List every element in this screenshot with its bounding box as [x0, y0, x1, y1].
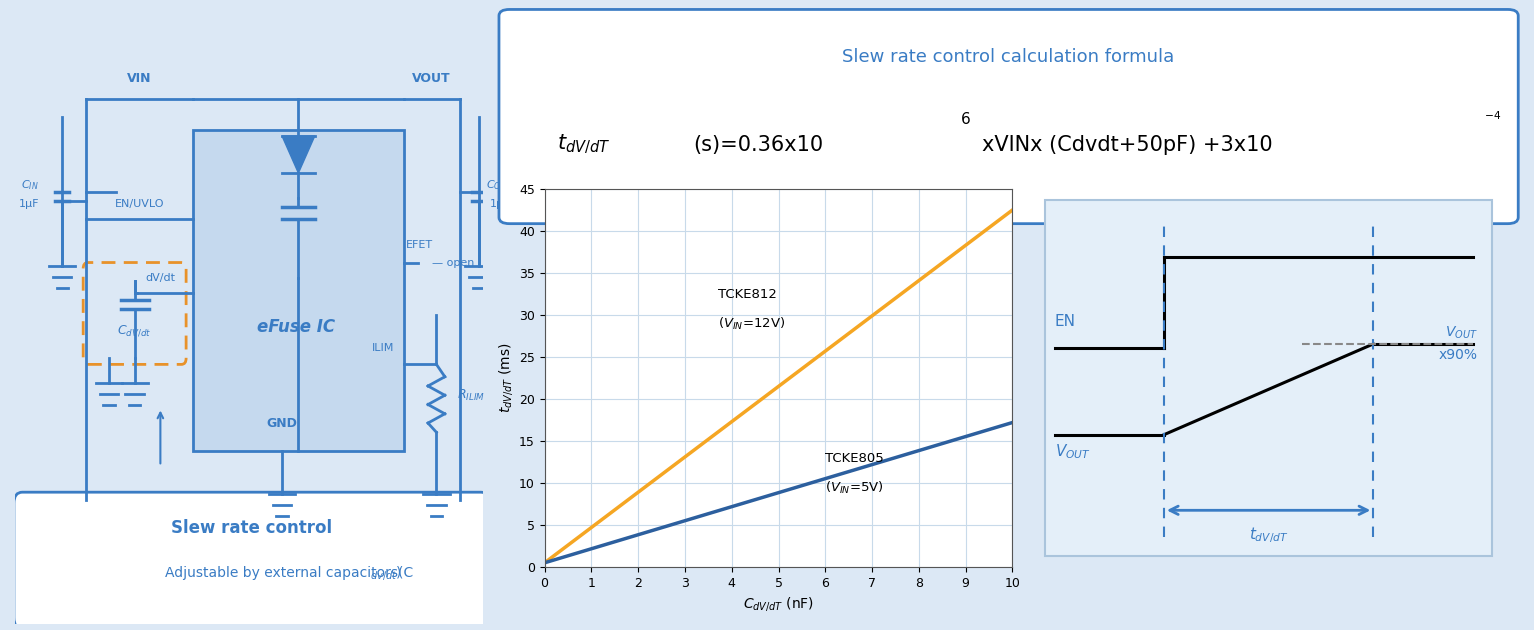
- Text: $^{-4}$: $^{-4}$: [1483, 112, 1500, 127]
- Text: eFuse IC: eFuse IC: [258, 318, 334, 336]
- Text: VIN: VIN: [127, 72, 152, 85]
- Text: $t_{dV/dT}$: $t_{dV/dT}$: [1249, 525, 1289, 545]
- X-axis label: $C_{dV/dT}$ (nF): $C_{dV/dT}$ (nF): [742, 595, 815, 613]
- Text: 1μF: 1μF: [18, 199, 40, 209]
- FancyBboxPatch shape: [193, 130, 403, 451]
- Text: xVINx (Cdvdt+50pF) +3x10: xVINx (Cdvdt+50pF) +3x10: [982, 135, 1273, 155]
- Text: $_{dv/dt}$): $_{dv/dt}$): [370, 564, 402, 582]
- Text: ($V_{IN}$=12V): ($V_{IN}$=12V): [718, 316, 785, 332]
- Text: 6: 6: [962, 112, 971, 127]
- Text: ILIM: ILIM: [371, 343, 394, 353]
- Text: TCKE805: TCKE805: [825, 452, 884, 465]
- FancyBboxPatch shape: [1045, 200, 1493, 556]
- Text: EN: EN: [1055, 314, 1075, 329]
- Text: 1μF: 1μF: [489, 199, 509, 209]
- FancyBboxPatch shape: [499, 9, 1519, 224]
- Text: $C_{IN}$: $C_{IN}$: [20, 178, 38, 192]
- Text: Adjustable by external capacitors(C: Adjustable by external capacitors(C: [166, 566, 413, 580]
- Text: x90%: x90%: [1439, 348, 1477, 362]
- Text: $V_{OUT}$: $V_{OUT}$: [1445, 324, 1477, 341]
- Text: TCKE812: TCKE812: [718, 288, 776, 301]
- Text: $C_{OUT}$: $C_{OUT}$: [486, 178, 512, 192]
- Text: $t_{dV/dT}$: $t_{dV/dT}$: [557, 134, 611, 156]
- Text: GND: GND: [267, 416, 298, 430]
- Polygon shape: [282, 136, 314, 173]
- Text: (s)=0.36x10: (s)=0.36x10: [693, 135, 824, 155]
- FancyBboxPatch shape: [14, 492, 489, 629]
- Text: dV/dt: dV/dt: [146, 273, 175, 283]
- Text: $C_{dV/dt}$: $C_{dV/dt}$: [118, 323, 152, 338]
- Text: Slew rate control: Slew rate control: [172, 519, 333, 537]
- Text: $V_{OUT}$: $V_{OUT}$: [1055, 442, 1091, 461]
- Text: EN/UVLO: EN/UVLO: [115, 199, 164, 209]
- Text: $R_{ILIM}$: $R_{ILIM}$: [457, 387, 485, 403]
- Text: EFET: EFET: [407, 240, 433, 250]
- Text: VOUT: VOUT: [413, 72, 451, 85]
- Text: ($V_{IN}$=5V): ($V_{IN}$=5V): [825, 479, 884, 496]
- Text: Slew rate control calculation formula: Slew rate control calculation formula: [842, 48, 1175, 66]
- Text: — open: — open: [431, 258, 474, 268]
- Y-axis label: $t_{dV/dT}$ (ms): $t_{dV/dT}$ (ms): [497, 343, 515, 413]
